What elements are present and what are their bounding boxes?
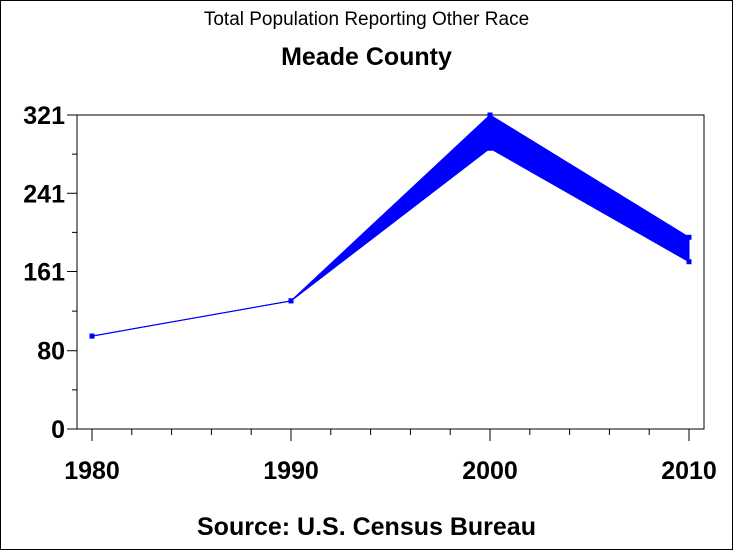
range-band: [91, 114, 690, 337]
y-tick-label: 161: [23, 259, 65, 287]
y-tick-label: 321: [23, 102, 65, 130]
y-tick-label: 241: [23, 180, 65, 208]
x-tick-label: 2010: [661, 457, 717, 485]
chart-title: Total Population Reporting Other Race: [203, 9, 530, 30]
data-point-lower: [686, 259, 692, 265]
series-line-lower: [91, 147, 690, 337]
y-tick-label: 80: [37, 338, 65, 366]
x-tick-label: 1980: [64, 457, 120, 485]
chart-subtitle: Meade County: [281, 43, 452, 71]
x-tick-label: 1990: [263, 457, 319, 485]
data-point-lower: [288, 298, 294, 304]
series-line-upper: [91, 114, 690, 337]
data-point-lower: [89, 333, 95, 339]
data-point-upper: [487, 112, 493, 118]
y-tick-label: 0: [51, 416, 65, 444]
data-point-upper: [686, 234, 692, 240]
data-point-lower: [487, 145, 493, 151]
x-tick-label: 2000: [462, 457, 518, 485]
plot-border: [76, 114, 705, 430]
source-footnote: Source: U.S. Census Bureau: [197, 513, 536, 541]
